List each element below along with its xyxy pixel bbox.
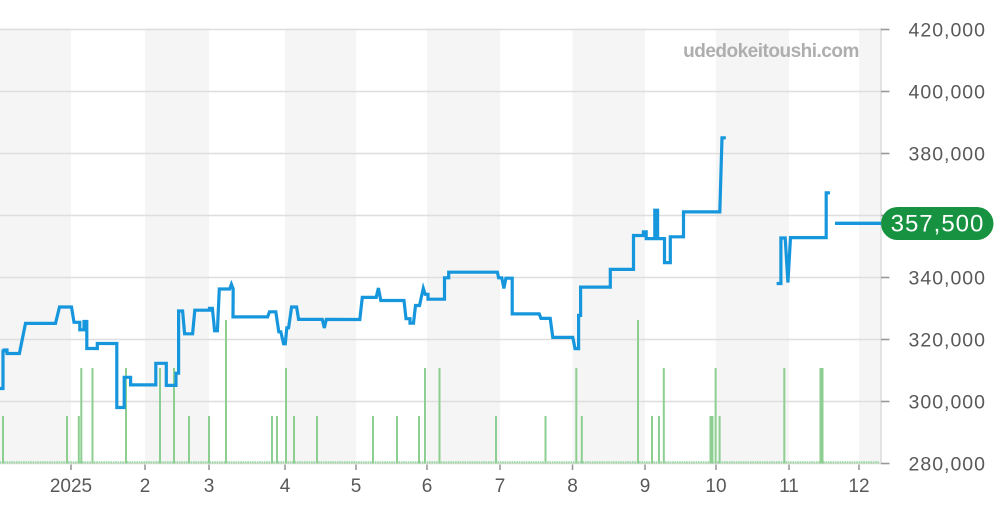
svg-text:10: 10 — [705, 476, 726, 497]
svg-text:11: 11 — [779, 476, 799, 497]
svg-text:400,000: 400,000 — [909, 81, 987, 103]
svg-text:12: 12 — [848, 476, 869, 497]
svg-text:320,000: 320,000 — [909, 329, 987, 351]
svg-text:udedokeitoushi.com: udedokeitoushi.com — [683, 41, 859, 62]
svg-text:5: 5 — [351, 476, 362, 497]
svg-text:340,000: 340,000 — [909, 267, 987, 289]
svg-text:2025: 2025 — [50, 476, 92, 497]
svg-text:6: 6 — [422, 476, 433, 497]
svg-text:420,000: 420,000 — [909, 19, 987, 41]
svg-text:2: 2 — [140, 476, 151, 497]
svg-text:7: 7 — [495, 476, 506, 497]
svg-text:280,000: 280,000 — [909, 453, 987, 475]
svg-text:300,000: 300,000 — [909, 391, 987, 413]
svg-text:3: 3 — [204, 476, 215, 497]
svg-text:8: 8 — [567, 476, 578, 497]
svg-text:357,500: 357,500 — [891, 211, 985, 238]
svg-text:380,000: 380,000 — [909, 143, 987, 165]
svg-text:9: 9 — [640, 476, 651, 497]
svg-text:4: 4 — [280, 476, 291, 497]
